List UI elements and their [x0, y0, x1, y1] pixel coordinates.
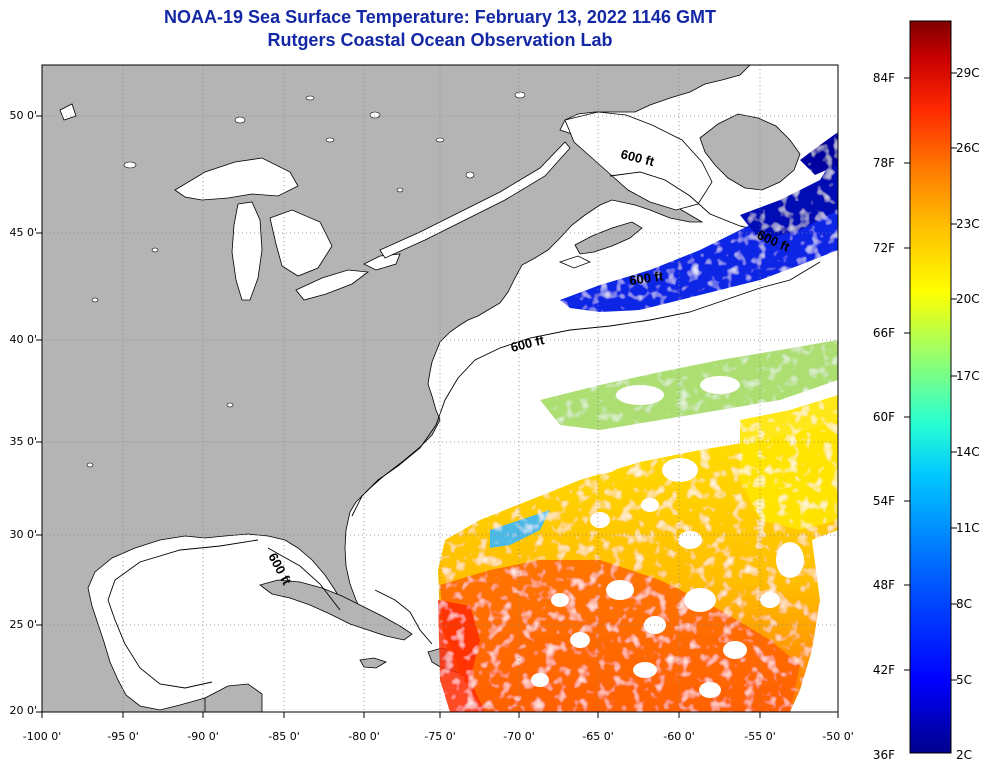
colorbar-label-26c: 26C [956, 141, 980, 155]
lat-label-40: 40 0' [9, 333, 37, 346]
lake-erie [295, 269, 370, 301]
lat-label-50: 50 0' [9, 109, 37, 122]
colorbar-label-84f: 84F [872, 71, 896, 85]
lon-label-55: -55 0' [744, 730, 776, 743]
colorbar-label-78f: 78F [872, 156, 896, 170]
lat-label-35: 35 0' [9, 435, 37, 448]
contour-bahamas [374, 589, 433, 645]
colorbar-ticks [904, 72, 957, 681]
colorbar-label-11c: 11C [956, 521, 980, 535]
sst-green-band [540, 340, 838, 430]
lon-label-65: -65 0' [582, 730, 614, 743]
lat-lon-grid [42, 65, 838, 712]
colorbar-label-72f: 72F [872, 241, 896, 255]
gulf-of-st-lawrence [564, 111, 713, 211]
contour-atlantic [351, 261, 821, 517]
sst-data [438, 132, 838, 712]
sst-cold-slope [740, 150, 838, 240]
map-title: NOAA-19 Sea Surface Temperature: Februar… [164, 7, 716, 27]
nova-scotia-land [574, 221, 643, 255]
lake-huron [269, 209, 333, 277]
lon-label-75: -75 0' [424, 730, 456, 743]
colorbar-label-29c: 29C [956, 66, 980, 80]
st-lawrence-river [379, 141, 571, 259]
lon-label-100: -100 0' [22, 730, 62, 743]
colorbar-label-66f: 66F [872, 326, 896, 340]
lon-label-70: -70 0' [503, 730, 535, 743]
lat-label-30: 30 0' [9, 528, 37, 541]
colorbar-label-14c: 14C [956, 445, 980, 459]
lon-label-85: -85 0' [268, 730, 300, 743]
newfoundland-land [699, 113, 801, 191]
lake-michigan [231, 201, 263, 301]
colorbar-label-20c: 20C [956, 292, 980, 306]
lon-label-80: -80 0' [348, 730, 380, 743]
contour-label-shelf-mid: 600 ft [628, 268, 664, 288]
sst-hot-south [440, 560, 800, 712]
sst-cold-north [800, 132, 838, 175]
water-bodies [59, 103, 713, 301]
sst-yellow-east [740, 395, 838, 530]
lat-label-25: 25 0' [9, 618, 37, 631]
lon-label-95: -95 0' [107, 730, 139, 743]
axis-ticks [36, 115, 839, 718]
colorbar-label-23c: 23C [956, 217, 980, 231]
map-subtitle: Rutgers Coastal Ocean Observation Lab [267, 30, 613, 50]
cloud-gaps [531, 376, 838, 712]
lon-label-90: -90 0' [187, 730, 219, 743]
coastal-lakes [86, 91, 526, 468]
colorbar-label-48f: 48F [872, 578, 896, 592]
bay-of-fundy [558, 255, 591, 269]
lat-label-20: 20 0' [9, 704, 37, 717]
sst-cyan-patches [490, 510, 550, 548]
lat-label-45: 45 0' [9, 226, 37, 239]
jamaica-land [359, 657, 387, 669]
lake-superior [174, 157, 299, 201]
lon-label-50: -50 0' [822, 730, 854, 743]
yucatan-land [204, 683, 263, 712]
colorbar-label-17c: 17C [956, 369, 980, 383]
lon-label-60: -60 0' [663, 730, 695, 743]
lake-ontario [363, 253, 401, 271]
sst-red-caribbean [438, 600, 485, 712]
hudson-bay-south [59, 103, 77, 121]
colorbar-label-60f: 60F [872, 410, 896, 424]
colorbar-label-54f: 54F [872, 494, 896, 508]
colorbar-label-36f: 36F [872, 748, 896, 762]
colorbar [909, 20, 952, 754]
colorbar-label-5c: 5C [956, 673, 973, 687]
colorbar-label-42f: 42F [872, 663, 896, 677]
colorbar-label-8c: 8C [956, 597, 973, 611]
colorbar-label-2c: 2C [956, 748, 973, 762]
